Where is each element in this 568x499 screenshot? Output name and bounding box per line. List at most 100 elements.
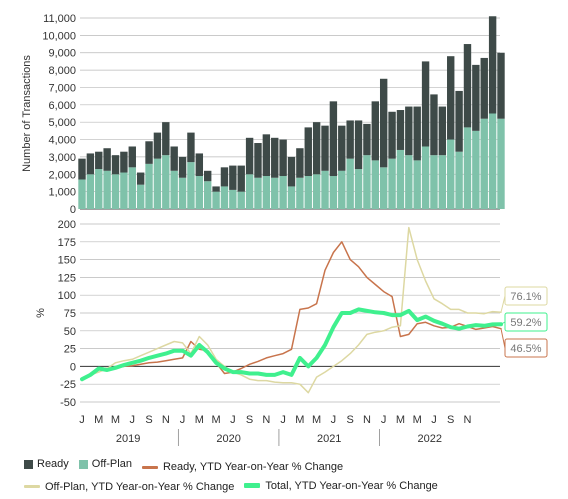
legend-swatch <box>24 459 33 469</box>
ready-bar <box>497 52 505 119</box>
legend-item: Ready, YTD Year-on-Year % Change <box>141 458 344 476</box>
legend-label: Total, YTD Year-on-Year % Change <box>265 479 438 492</box>
x-month-label: N <box>363 414 371 426</box>
offplan-bar <box>178 177 187 209</box>
offplan-bar <box>321 170 329 209</box>
legend-label: Off-Plan <box>91 458 132 470</box>
ready-end-label-leader <box>500 328 506 349</box>
offplan-bar <box>354 169 363 209</box>
x-month-label: M <box>312 414 321 426</box>
offplan-bar <box>296 177 304 209</box>
ready-bar <box>204 170 212 182</box>
ready-bar <box>254 143 262 178</box>
bar-y-tick-label: 3,000 <box>48 152 76 164</box>
offplan-bar <box>304 176 312 209</box>
bar-y-tick-label: 10,000 <box>42 30 76 42</box>
offplan-bar <box>78 179 86 209</box>
legend-item: Ready <box>24 455 69 473</box>
offplan-bar <box>455 151 463 209</box>
x-month-label: J <box>230 414 236 426</box>
ready-yoy-line <box>81 241 502 380</box>
offplan-end-label-box <box>504 286 548 306</box>
ready-bar <box>379 78 388 168</box>
offplan-bar <box>287 186 296 209</box>
bar-y-tick-label: 11,000 <box>43 13 76 25</box>
chart-legend: Ready Off-Plan Ready, YTD Year-on-Year % C… <box>24 455 564 496</box>
ready-bar <box>346 120 354 159</box>
line-y-tick-label: -50 <box>60 397 76 409</box>
legend-label: Off-Plan, YTD Year-on-Year % Change <box>45 480 235 493</box>
offplan-bar <box>279 176 287 209</box>
offplan-bar <box>212 191 220 209</box>
offplan-bar <box>204 181 212 209</box>
line-y-tick-label: 50 <box>64 326 76 338</box>
x-month-label: N <box>162 414 170 426</box>
bar-y-tick-label: 1,000 <box>48 187 76 199</box>
ready-bar <box>455 90 463 152</box>
legend-swatch <box>78 459 88 469</box>
ready-bar <box>438 106 447 156</box>
offplan-bar <box>120 172 128 209</box>
offplan-bar <box>136 184 145 209</box>
ready-bar <box>136 172 145 185</box>
ready-bar <box>279 139 287 177</box>
x-month-label: M <box>211 414 220 426</box>
bar-y-tick-label: 9,000 <box>48 48 76 60</box>
ready-bar <box>237 165 245 192</box>
legend-item: Off-Plan <box>78 455 132 473</box>
total-end-label: 59.2% <box>510 317 541 329</box>
ready-bar <box>120 151 128 173</box>
ready-bar <box>262 134 271 177</box>
offplan-bar <box>86 174 95 209</box>
ready-bar <box>338 125 346 171</box>
ready-bar <box>388 111 396 159</box>
offplan-bar <box>430 155 438 209</box>
ready-bar <box>421 61 430 147</box>
ready-bar <box>103 148 111 171</box>
legend-swatch <box>244 483 261 488</box>
ready-bar <box>463 44 472 128</box>
offplan-bar <box>346 158 354 209</box>
legend-swatch <box>141 465 158 469</box>
offplan-bar <box>128 167 136 209</box>
ready-bar <box>447 56 455 140</box>
ready-bar <box>187 132 195 163</box>
offplan-end-label: 76.1% <box>510 291 541 303</box>
x-month-label: S <box>246 414 253 426</box>
x-month-label: M <box>396 414 405 426</box>
ready-end-label-box <box>504 338 548 358</box>
ready-bar <box>480 57 488 119</box>
x-month-label: M <box>413 414 422 426</box>
ready-bar <box>321 125 329 171</box>
ready-bar <box>329 101 338 177</box>
bar-y-tick-label: 8,000 <box>48 65 76 77</box>
x-month-label: N <box>262 414 270 426</box>
line-y-tick-label: 200 <box>58 219 76 231</box>
offplan-bar <box>379 167 388 209</box>
ready-bar <box>178 156 187 178</box>
legend-item: Total, YTD Year-on-Year % Change <box>244 477 438 495</box>
total-end-label-leader <box>500 321 506 325</box>
x-month-label: M <box>94 414 103 426</box>
x-month-label: M <box>195 414 204 426</box>
ready-bar <box>162 122 170 156</box>
ready-bar <box>271 137 279 178</box>
offplan-bar <box>153 158 162 209</box>
x-month-label: J <box>381 414 387 426</box>
offplan-bar <box>103 170 111 209</box>
ready-bar <box>430 94 438 156</box>
x-month-label: J <box>431 414 437 426</box>
ready-bar <box>95 151 103 170</box>
offplan-bar <box>497 118 505 209</box>
offplan-bar <box>195 176 204 209</box>
x-month-label: J <box>180 414 186 426</box>
total-yoy-line <box>80 307 503 382</box>
bar-y-tick-label: 2,000 <box>48 169 76 181</box>
legend-label: Ready, YTD Year-on-Year % Change <box>162 461 344 473</box>
offplan-end-label-leader <box>500 295 506 313</box>
line-y-tick-label: 25 <box>64 344 76 356</box>
ready-bar <box>363 123 371 156</box>
bar-y-tick-label: 4,000 <box>48 135 76 147</box>
offplan-bar <box>371 160 379 209</box>
